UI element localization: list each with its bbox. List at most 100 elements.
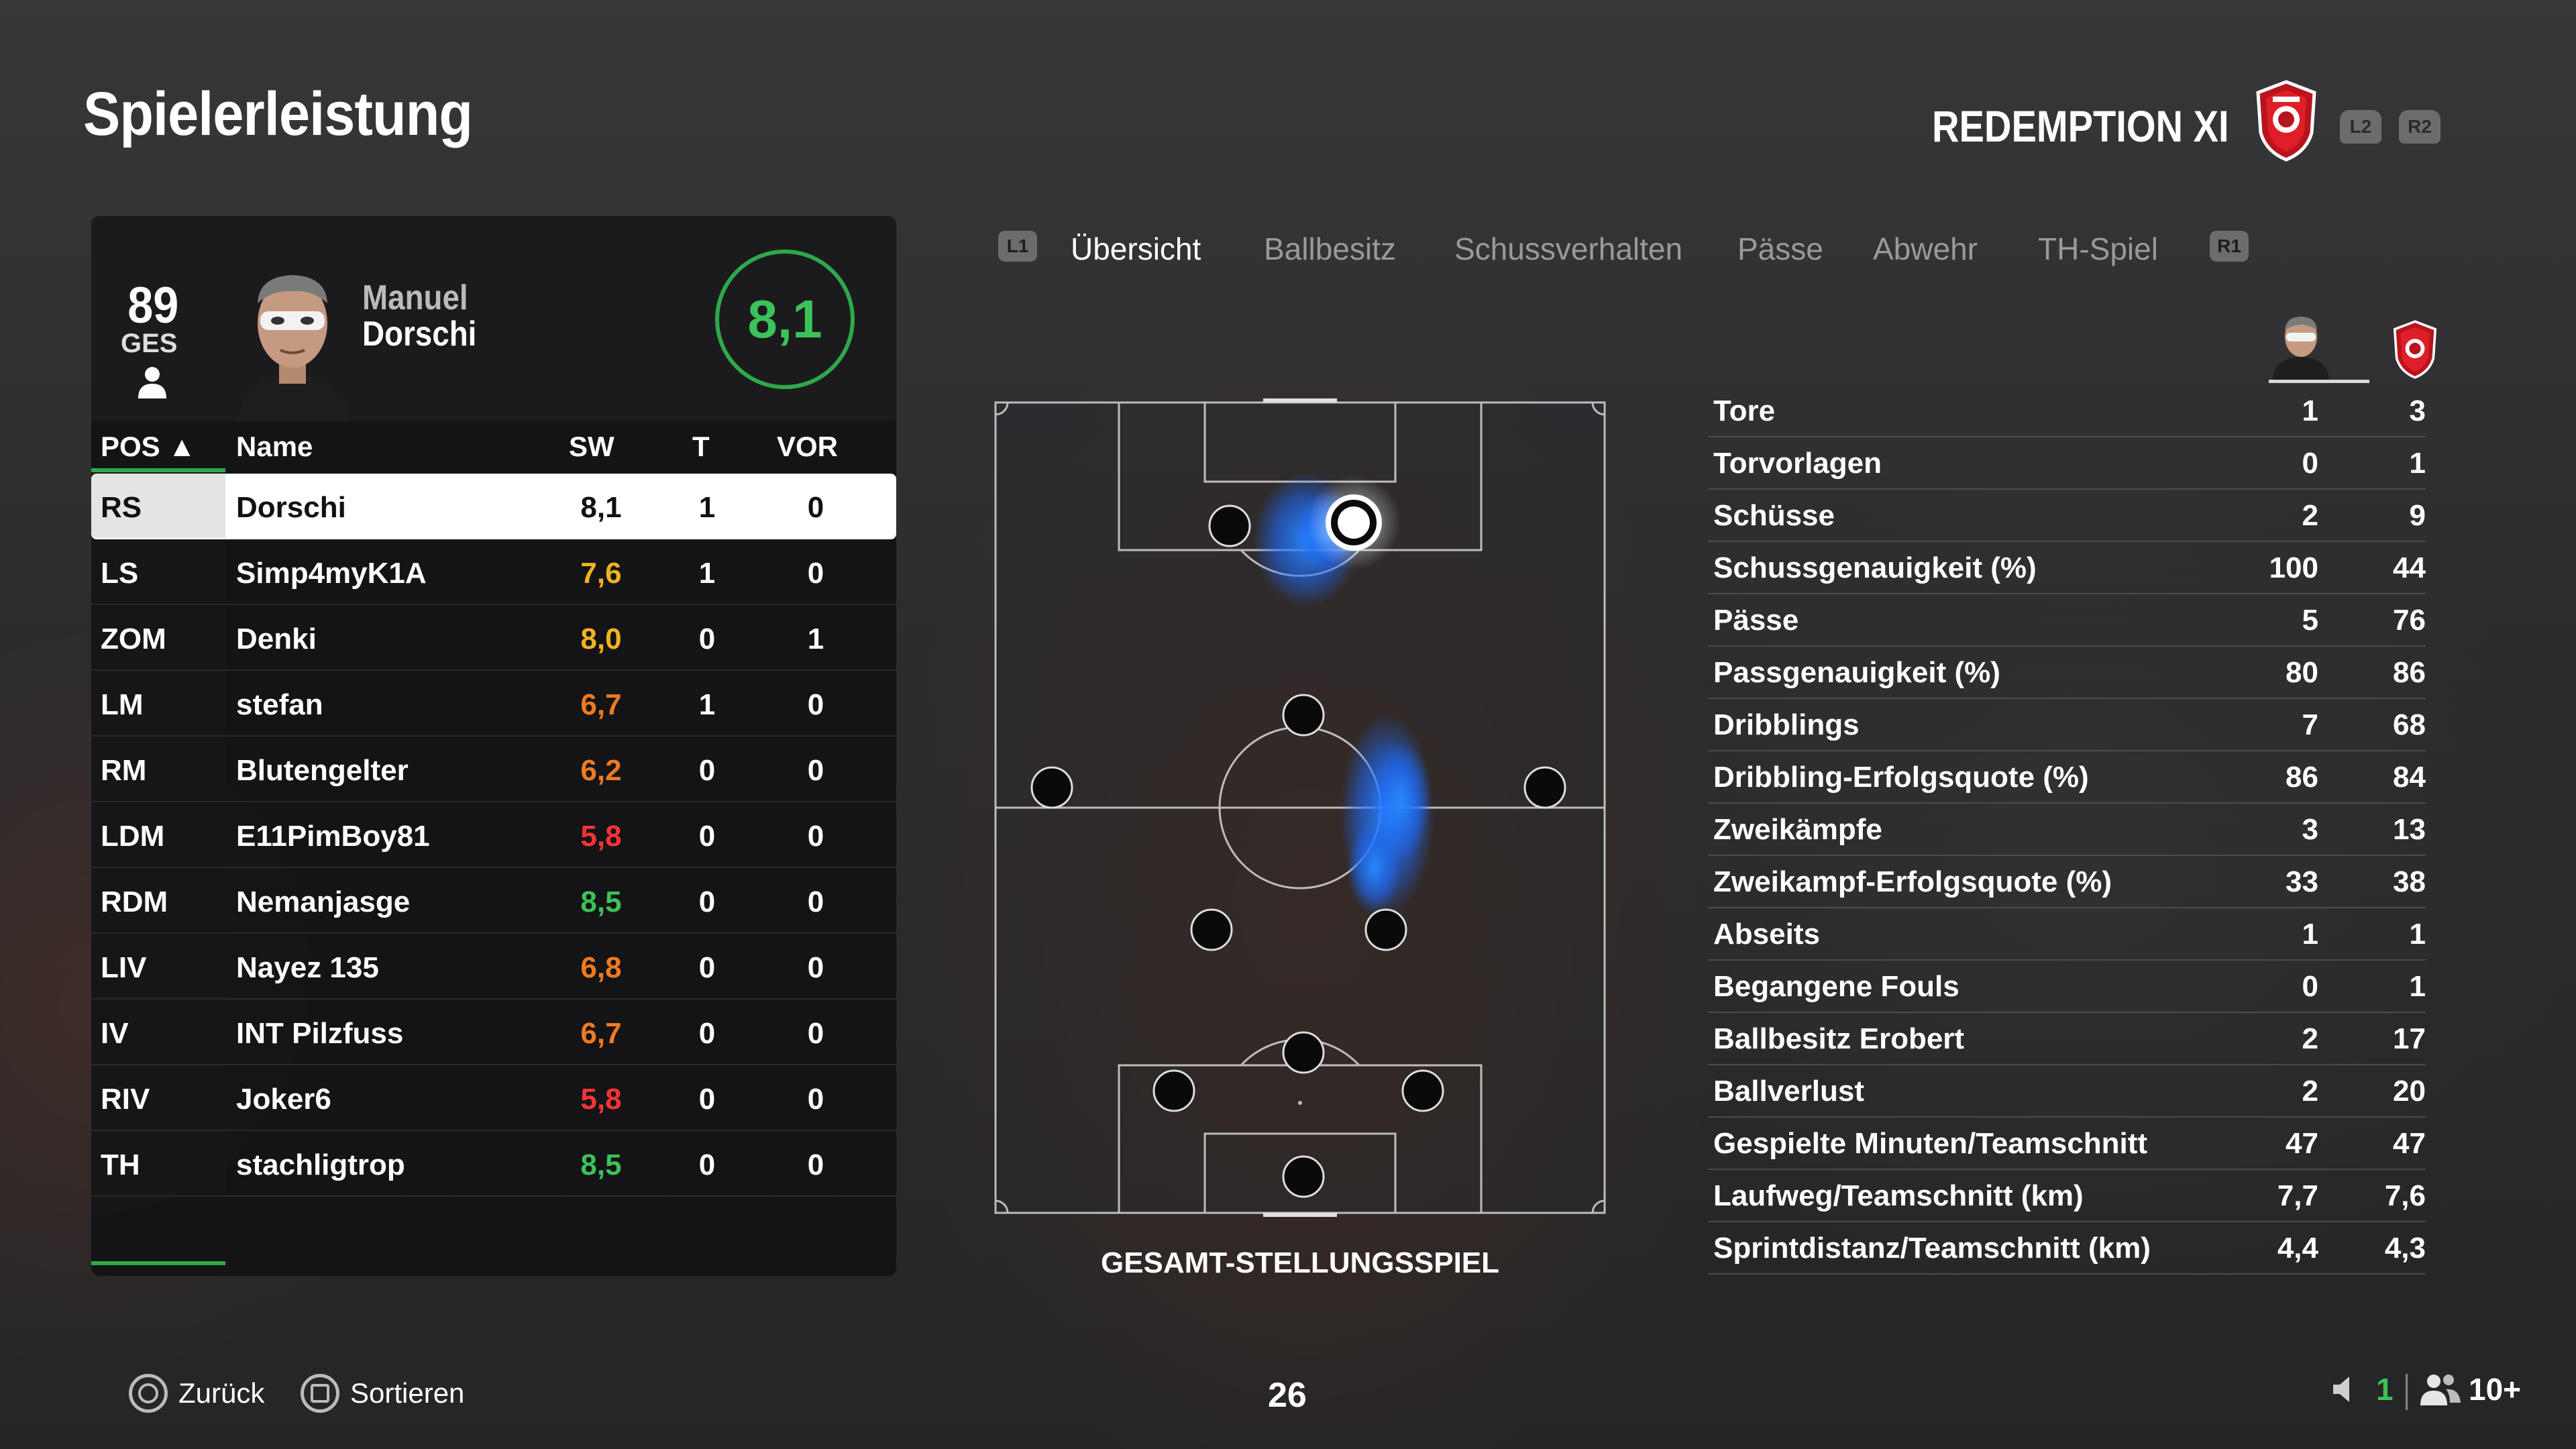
player-rating: 6,8 [580,951,622,984]
column-vor-header[interactable]: VOR [777,431,839,462]
stat-row: Laufweg/Teamschnitt (km) 7,7 7,6 [1708,1170,2426,1222]
l2-trigger-icon[interactable]: L2 [2340,110,2381,144]
stat-player-value: 80 [2286,656,2318,689]
page-number: 26 [1268,1376,1307,1415]
positioning-heatmap [994,398,1606,1217]
player-goals: 1 [698,557,716,590]
player-goals: 0 [698,951,716,984]
stat-player-value: 3 [2302,813,2318,846]
table-row[interactable]: RM Blutengelter 6,2 0 0 [91,737,896,802]
pos-cell-bg [91,605,225,669]
player-assists: 0 [807,688,824,721]
table-row[interactable]: LIV Nayez 135 6,8 0 0 [91,934,896,1000]
column-pos-header[interactable]: POS ▲ [101,431,196,462]
party-indicator: 10+ [2419,1371,2521,1407]
player-rating: 5,8 [580,1083,622,1116]
stat-team-value: 7,6 [2384,1179,2426,1212]
tab-uebersicht[interactable]: Übersicht [1071,231,1201,266]
tab-paesse[interactable]: Pässe [1737,231,1823,266]
stat-label: Schüsse [1713,499,1835,532]
table-row[interactable]: RDM Nemanjasge 8,5 0 0 [91,868,896,934]
player-position: RIV [101,1083,150,1116]
tab-ballbesitz[interactable]: Ballbesitz [1264,231,1396,266]
team-name: REDEMPTION XI [1932,101,2229,151]
stat-label: Pässe [1713,604,1799,637]
stat-team-value: 44 [2393,551,2426,584]
position-marker [1282,1155,1325,1198]
player-position: TH [101,1148,140,1181]
player-goals: 0 [698,1148,716,1181]
table-row[interactable]: LDM E11PimBoy81 5,8 0 0 [91,802,896,868]
sort-button[interactable]: Sortieren [301,1374,464,1413]
player-position: LIV [101,951,147,984]
stat-player-value: 1 [2302,394,2318,427]
team-crest-icon [2256,80,2316,162]
column-name-header[interactable]: Name [236,431,313,462]
stat-team-value: 17 [2393,1022,2426,1055]
player-name: Dorschi [236,491,346,524]
player-name: INT Pilzfuss [236,1017,404,1050]
table-row[interactable]: ZOM Denki 8,0 0 1 [91,605,896,671]
player-assists: 0 [807,1083,824,1116]
pos-cell-bg [91,737,225,801]
table-row[interactable]: IV INT Pilzfuss 6,7 0 0 [91,1000,896,1065]
player-table: RS Dorschi 8,1 1 0 LS Simp4myK1A 7,6 1 0 ZOM Denki 8… [91,474,896,1197]
overall-rating: 89 [127,277,179,334]
player-assists: 0 [807,1148,824,1181]
stat-team-value: 4,3 [2384,1232,2426,1265]
stat-team-value: 13 [2393,813,2426,846]
stat-row: Zweikampf-Erfolgsquote (%) 33 38 [1708,856,2426,908]
table-row[interactable]: LM stefan 6,7 1 0 [91,671,896,737]
player-list-panel: 89 GES Manuel Dorschi 8,1 POS ▲ Name SW … [91,216,896,1276]
tab-schussverhalten[interactable]: Schussverhalten [1454,231,1683,266]
pos-cell-bg [91,539,225,604]
party-members-icon [2420,1375,2461,1405]
table-row[interactable]: LS Simp4myK1A 7,6 1 0 [91,539,896,605]
match-rating-ring: 8,1 [715,250,855,389]
stat-player-value: 2 [2302,1075,2318,1108]
pos-cell-bg [91,1000,225,1064]
stat-label: Gespielte Minuten/Teamschnitt [1713,1127,2148,1160]
table-row[interactable]: RIV Joker6 5,8 0 0 [91,1065,896,1131]
player-rating: 8,1 [580,491,622,524]
stat-label: Ballbesitz Erobert [1713,1022,1965,1055]
stat-label: Sprintdistanz/Teamschnitt (km) [1713,1232,2151,1265]
stat-player-value: 33 [2286,865,2318,898]
stat-row: Gespielte Minuten/Teamschnitt 47 47 [1708,1118,2426,1170]
player-rating: 8,5 [580,1148,622,1181]
sort-label: Sortieren [350,1377,465,1409]
player-column-indicator [2269,380,2369,383]
table-row[interactable]: RS Dorschi 8,1 1 0 [91,474,896,539]
position-marker [1190,908,1233,951]
r2-trigger-icon[interactable]: R2 [2399,110,2440,144]
stat-team-value: 1 [2409,447,2426,480]
voice-indicator: 1 [2329,1371,2394,1407]
player-goals: 0 [698,754,716,787]
back-button[interactable]: Zurück [129,1374,264,1413]
player-position: ZOM [101,623,166,655]
stat-label: Dribblings [1713,708,1860,741]
column-sw-header[interactable]: SW [569,431,614,462]
tab-th-spiel[interactable]: TH-Spiel [2038,231,2158,266]
stat-player-value: 2 [2302,1022,2318,1055]
player-name: stachligtrop [236,1148,405,1181]
sort-indicator [91,468,225,472]
stat-label: Ballverlust [1713,1075,1864,1108]
stat-label: Abseits [1713,918,1820,951]
pos-column-footer [91,1261,225,1265]
position-marker [1152,1069,1195,1112]
position-marker [1282,694,1325,737]
stat-player-value: 4,4 [2277,1232,2318,1265]
player-assists: 0 [807,951,824,984]
tab-abwehr[interactable]: Abwehr [1873,231,1978,266]
player-assists: 0 [807,820,824,853]
column-t-header[interactable]: T [692,431,710,462]
l1-bumper-icon[interactable]: L1 [998,231,1037,262]
player-column-avatar [2273,317,2329,380]
r1-bumper-icon[interactable]: R1 [2210,231,2249,262]
player-name: Denki [236,623,317,655]
table-row[interactable]: TH stachligtrop 8,5 0 0 [91,1131,896,1197]
player-last-name: Dorschi [362,315,477,354]
pos-cell-bg [91,802,225,867]
stat-player-value: 5 [2302,604,2318,637]
